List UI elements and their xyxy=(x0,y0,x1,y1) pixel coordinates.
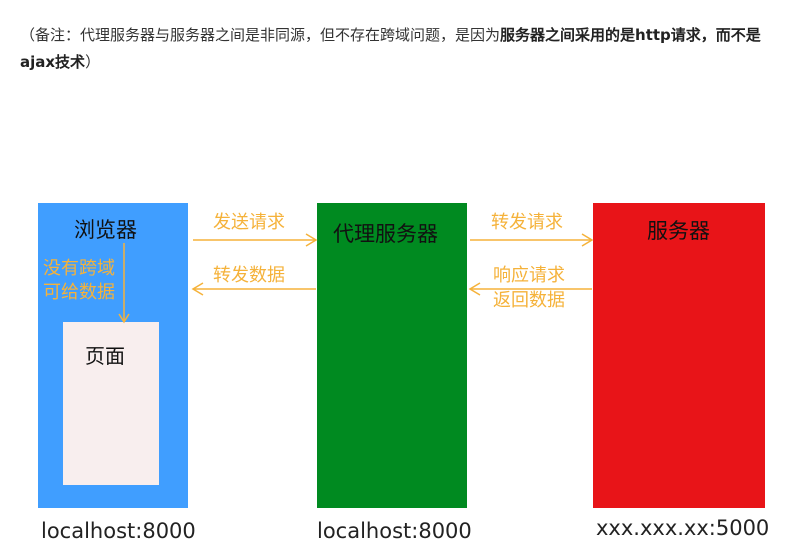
note-paragraph: （备注：代理服务器与服务器之间是非同源，但不存在跨域问题，是因为服务器之间采用的… xyxy=(20,22,790,76)
browser-title: 浏览器 xyxy=(74,218,137,242)
send-request-arrow xyxy=(193,233,318,247)
forward-request-label: 转发请求 xyxy=(491,212,563,233)
send-request-label: 发送请求 xyxy=(213,212,285,233)
proxy-server-title: 代理服务器 xyxy=(333,222,438,246)
forward-data-arrow xyxy=(191,282,316,296)
server-host: xxx.xxx.xx:5000 xyxy=(596,516,770,540)
note-suffix: ） xyxy=(85,53,101,71)
page-label: 页面 xyxy=(85,344,125,368)
server-title: 服务器 xyxy=(647,219,710,243)
browser-note-line1: 没有跨域 xyxy=(43,258,115,279)
note-bold-text: 服务器之间采用的是http请求，而不是ajax技术 xyxy=(20,26,761,71)
browser-to-page-arrow xyxy=(118,243,130,324)
return-data-label: 返回数据 xyxy=(493,290,565,311)
page-box xyxy=(63,322,159,485)
browser-host: localhost:8000 xyxy=(41,519,196,543)
proxy-server-box xyxy=(317,203,467,508)
forward-data-label: 转发数据 xyxy=(213,265,285,286)
respond-request-label: 响应请求 xyxy=(493,265,565,286)
return-data-arrow xyxy=(468,282,592,296)
forward-request-arrow xyxy=(470,233,594,247)
proxy-server-host: localhost:8000 xyxy=(317,519,472,543)
note-prefix: （备注：代理服务器与服务器之间是非同源，但不存在跨域问题，是因为 xyxy=(20,26,501,44)
browser-note-line2: 可给数据 xyxy=(43,282,115,303)
server-box xyxy=(593,203,765,508)
